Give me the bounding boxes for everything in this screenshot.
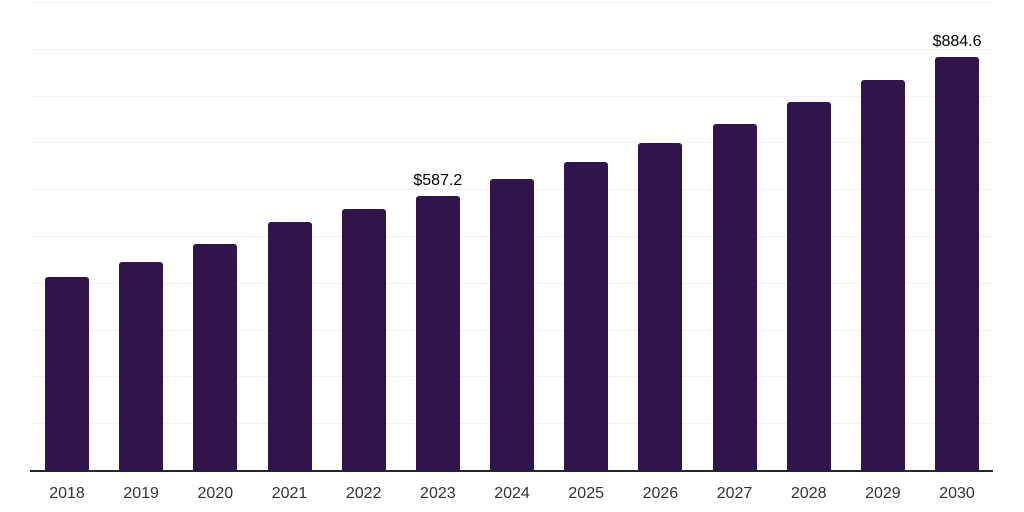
x-tick-label-2027: 2027: [716, 485, 753, 502]
bar-2029: [860, 80, 905, 471]
gridline: [30, 95, 993, 97]
bar-value-label-2030: $884.6: [932, 33, 982, 51]
bar-2024: [490, 178, 535, 471]
x-tick-label-2024: 2024: [494, 485, 530, 502]
gridline: [30, 142, 993, 144]
gridline: [30, 2, 993, 3]
bar-2018: [45, 276, 89, 471]
x-tick-label-2030: 2030: [939, 485, 975, 502]
bar-value-label-2023: $587.2: [413, 172, 463, 190]
x-tick-label-2019: 2019: [123, 485, 159, 502]
bar-2027: [712, 124, 757, 471]
bar-2021: [267, 222, 312, 471]
x-tick-label-2029: 2029: [865, 485, 901, 502]
x-tick-label-2020: 2020: [197, 485, 234, 502]
x-tick-label-2028: 2028: [790, 485, 827, 502]
x-tick-label-2026: 2026: [642, 485, 679, 502]
bar-2028: [786, 102, 831, 471]
bar-2019: [119, 262, 164, 471]
bar-2020: [193, 244, 238, 471]
bar-2030: [935, 57, 980, 471]
x-tick-label-2018: 2018: [49, 485, 85, 502]
bar-2022: [341, 209, 386, 471]
x-tick-label-2025: 2025: [568, 485, 604, 502]
x-tick-label-2023: 2023: [420, 485, 456, 502]
gridline: [30, 48, 993, 50]
bar-2025: [564, 161, 609, 471]
plot-area: $587.2 $884.6: [30, 2, 993, 472]
bar-2026: [638, 142, 683, 471]
x-tick-label-2022: 2022: [345, 485, 382, 502]
bar-2023: [415, 196, 460, 471]
x-axis-line: [30, 470, 993, 472]
x-tick-label-2021: 2021: [271, 485, 308, 502]
